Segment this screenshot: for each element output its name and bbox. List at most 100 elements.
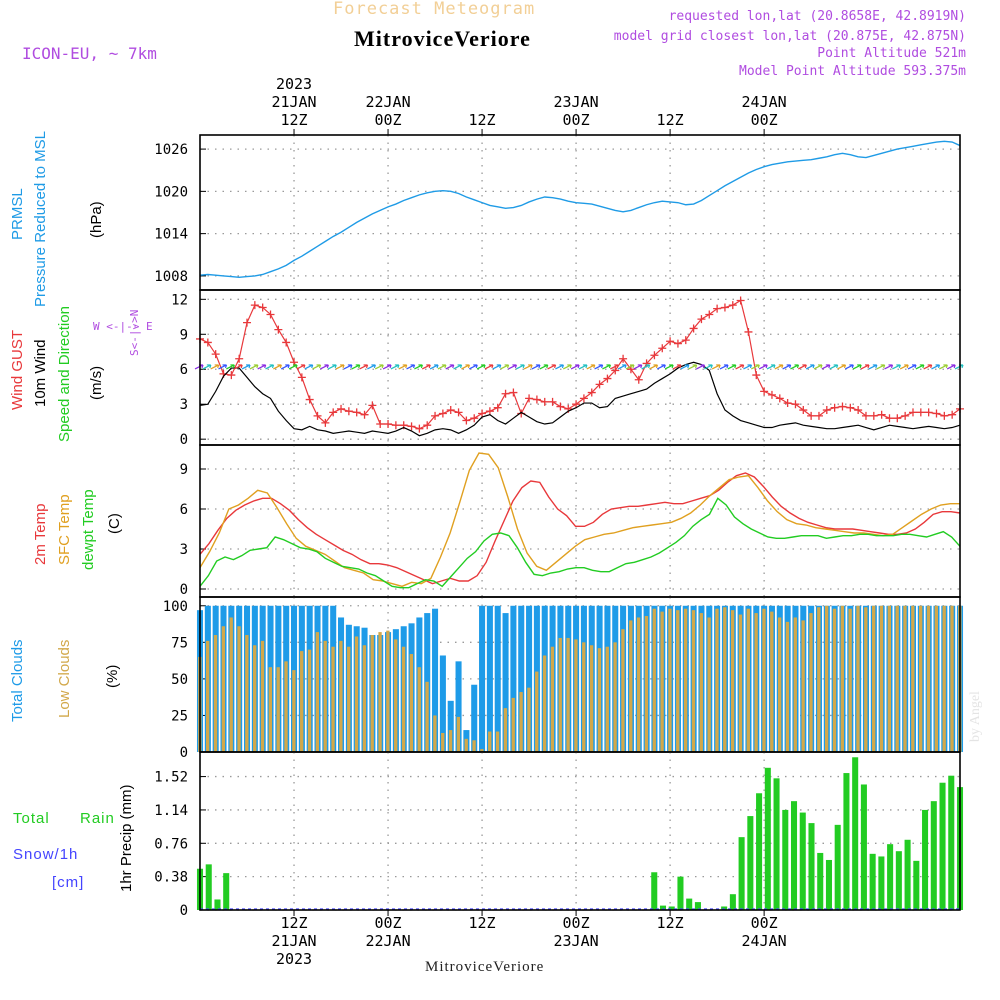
wind-direction-arrow: [390, 364, 400, 370]
wind-direction-arrow: [931, 364, 941, 370]
total-clouds-bar: [455, 661, 462, 752]
low-clouds-bar: [676, 610, 680, 752]
y-tick-label: 1026: [154, 142, 188, 158]
gust-marker: [885, 414, 894, 423]
rain-bar: [817, 852, 824, 910]
low-clouds-bar: [715, 608, 719, 752]
y-tick-label: 12: [171, 292, 188, 308]
gust-marker: [548, 397, 557, 406]
rain-bar: [887, 844, 894, 910]
gust-marker: [258, 303, 267, 312]
time-label-bottom: 12Z: [469, 914, 496, 932]
gust-marker: [783, 399, 792, 408]
time-label-bottom: 22JAN: [365, 932, 410, 950]
gust-marker: [431, 411, 440, 420]
wind-direction-arrow: [241, 364, 251, 370]
gust-marker: [619, 354, 628, 363]
low-clouds-bar: [809, 613, 813, 752]
gust-marker: [916, 408, 925, 417]
wind-direction-arrow: [484, 364, 494, 370]
precip-rain-label: Rain: [80, 810, 115, 827]
wind-direction-arrow: [414, 364, 423, 370]
gust-marker: [587, 388, 596, 397]
low-clouds-bar: [730, 610, 735, 752]
gust-marker: [814, 411, 823, 420]
low-clouds-bar: [636, 617, 641, 752]
rain-bar: [747, 816, 754, 910]
panel-frame: [199, 596, 961, 753]
gust-marker: [948, 410, 957, 419]
low-clouds-bar: [394, 639, 398, 752]
gust-marker: [532, 395, 541, 404]
low-clouds-bar: [558, 637, 562, 752]
gust-marker: [775, 394, 784, 403]
gust-marker: [478, 409, 487, 418]
wind-direction-arrow: [954, 364, 964, 370]
low-clouds-bar: [331, 646, 335, 752]
low-clouds-bar: [597, 648, 602, 752]
wind-direction-arrow: [664, 364, 674, 370]
y-tick-label: 1014: [154, 227, 188, 243]
gust-marker: [869, 411, 878, 420]
low-clouds-bar: [911, 605, 915, 752]
low-clouds-bar: [535, 671, 539, 752]
low-clouds-bar: [668, 608, 672, 752]
low-clouds-bar: [229, 617, 233, 752]
time-label-top: 2023: [276, 75, 312, 93]
wind-direction-arrow: [868, 364, 878, 370]
gust-marker: [689, 324, 698, 333]
total-clouds-bar: [479, 605, 486, 752]
wind-direction-arrow: [280, 364, 290, 370]
low-clouds-bar: [495, 731, 500, 752]
time-label-top: 22JAN: [365, 93, 410, 111]
wind-direction-arrow: [312, 364, 322, 370]
gust-marker: [846, 403, 855, 412]
rain-bar: [939, 782, 946, 910]
series-line-sfc-temp: [199, 452, 960, 588]
wind-direction-arrow: [218, 364, 228, 370]
wind-direction-arrow: [429, 364, 439, 370]
low-clouds-bar: [770, 611, 774, 752]
wind-direction-arrow: [382, 364, 392, 370]
gust-marker: [305, 395, 314, 404]
wind-direction-arrow: [852, 364, 862, 370]
gust-marker: [454, 408, 463, 417]
wind-direction-arrow: [829, 364, 839, 370]
time-label-top: 23JAN: [554, 93, 599, 111]
low-clouds-bar: [644, 616, 649, 752]
rain-bar: [205, 864, 212, 910]
wind-direction-arrow: [226, 364, 235, 370]
low-clouds-bar: [574, 639, 578, 752]
location-title: MitroviceVeriore: [354, 26, 531, 51]
wind-direction-arrow: [884, 364, 894, 370]
wind-direction-arrow: [609, 364, 619, 370]
total-clouds-bar: [502, 613, 509, 752]
gust-marker: [556, 402, 565, 411]
low-clouds-bar: [934, 605, 938, 752]
gust-marker: [344, 407, 353, 416]
wind-direction-arrow: [555, 364, 564, 370]
low-clouds-bar: [926, 605, 931, 752]
gust-marker: [822, 406, 831, 415]
rain-bar: [843, 773, 850, 910]
low-clouds-bar: [276, 667, 280, 752]
time-label-bottom: 00Z: [563, 914, 590, 932]
rain-bar: [686, 898, 693, 910]
low-clouds-bar: [480, 749, 484, 752]
gust-marker: [728, 301, 737, 310]
gust-marker: [705, 310, 714, 319]
low-clouds-bar: [605, 646, 609, 752]
wind-direction-arrow: [273, 364, 282, 370]
gust-marker: [681, 336, 690, 345]
wind-direction-arrow: [233, 364, 243, 370]
top-title: Forecast Meteogram: [333, 0, 536, 19]
low-clouds-bar: [221, 626, 226, 752]
wind-direction-arrow: [523, 364, 533, 370]
low-clouds-bar: [417, 667, 421, 752]
gust-marker: [736, 296, 745, 305]
wind-direction-arrow: [617, 364, 627, 370]
time-label-top: 12Z: [469, 111, 496, 129]
gust-marker: [767, 390, 776, 399]
gust-marker: [924, 408, 933, 417]
wind-direction-arrow: [468, 364, 478, 370]
